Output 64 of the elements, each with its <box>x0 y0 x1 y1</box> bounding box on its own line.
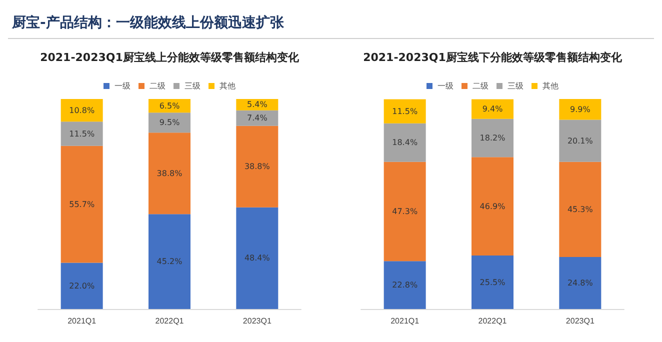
legend-label: 三级 <box>508 82 524 90</box>
data-label: 45.3% <box>567 204 594 214</box>
bar <box>472 157 514 256</box>
legend-label: 二级 <box>472 82 488 90</box>
data-label: 9.4% <box>482 104 504 114</box>
legend-label: 一级 <box>114 82 130 90</box>
bar <box>236 126 278 208</box>
bar <box>472 99 514 119</box>
x-tick-label: 2022Q1 <box>478 316 508 326</box>
bar <box>60 122 103 146</box>
bar <box>148 112 190 133</box>
data-label: 38.8% <box>156 168 183 178</box>
x-tick-label: 2021Q1 <box>68 316 97 326</box>
bar <box>472 118 514 158</box>
x-tick-label: 2021Q1 <box>390 316 420 326</box>
bar <box>236 207 278 309</box>
bar <box>559 120 602 162</box>
x-tick-label: 2022Q1 <box>155 316 184 326</box>
data-label: 5.4% <box>247 100 268 110</box>
legend-label: 其他 <box>542 82 558 90</box>
x-tick-label: 2023Q1 <box>566 316 595 326</box>
legend-label: 一级 <box>438 82 454 90</box>
legend-label: 三级 <box>184 82 200 90</box>
data-label: 6.5% <box>159 101 180 110</box>
bar <box>60 262 103 309</box>
bar <box>559 162 602 257</box>
data-label: 38.8% <box>244 162 270 172</box>
bar <box>236 99 278 110</box>
data-label: 20.1% <box>567 136 594 146</box>
data-label: 45.2% <box>156 257 183 266</box>
data-label: 55.7% <box>69 200 95 209</box>
bar <box>559 256 602 309</box>
bar <box>60 99 103 122</box>
bar <box>559 99 602 120</box>
data-label: 47.3% <box>392 207 418 216</box>
legend-label: 二级 <box>150 82 166 90</box>
data-label: 9.5% <box>159 118 180 128</box>
data-label: 46.9% <box>480 202 506 211</box>
bar <box>384 261 426 309</box>
bar <box>148 132 190 214</box>
data-label: 24.8% <box>567 278 594 288</box>
data-label: 22.8% <box>392 280 418 290</box>
data-label: 48.4% <box>244 254 270 263</box>
bar <box>384 99 426 124</box>
bar <box>60 146 103 263</box>
bar <box>148 214 190 309</box>
text: 厨宝-产品结构：一级能效线上份额迅速扩张 <box>12 14 284 32</box>
data-label: 18.4% <box>392 138 418 148</box>
data-label: 7.4% <box>247 114 268 123</box>
x-tick-label: 2023Q1 <box>242 316 272 326</box>
data-label: 9.9% <box>570 104 591 114</box>
data-label: 11.5% <box>392 106 418 116</box>
data-label: 11.5% <box>69 129 95 138</box>
data-label: 10.8% <box>69 106 95 115</box>
bar <box>384 123 426 162</box>
bar <box>384 162 426 262</box>
bar <box>472 256 514 309</box>
data-label: 25.5% <box>480 278 506 287</box>
chart-title: 2021-2023Q1厨宝线上分能效等级零售额结构变化 <box>40 51 300 64</box>
data-label: 18.2% <box>480 134 506 143</box>
legend-label: 其他 <box>220 82 236 90</box>
data-label: 22.0% <box>69 281 95 290</box>
chart-title: 2021-2023Q1厨宝线下分能效等级零售额结构变化 <box>363 51 623 64</box>
bar <box>236 110 278 126</box>
